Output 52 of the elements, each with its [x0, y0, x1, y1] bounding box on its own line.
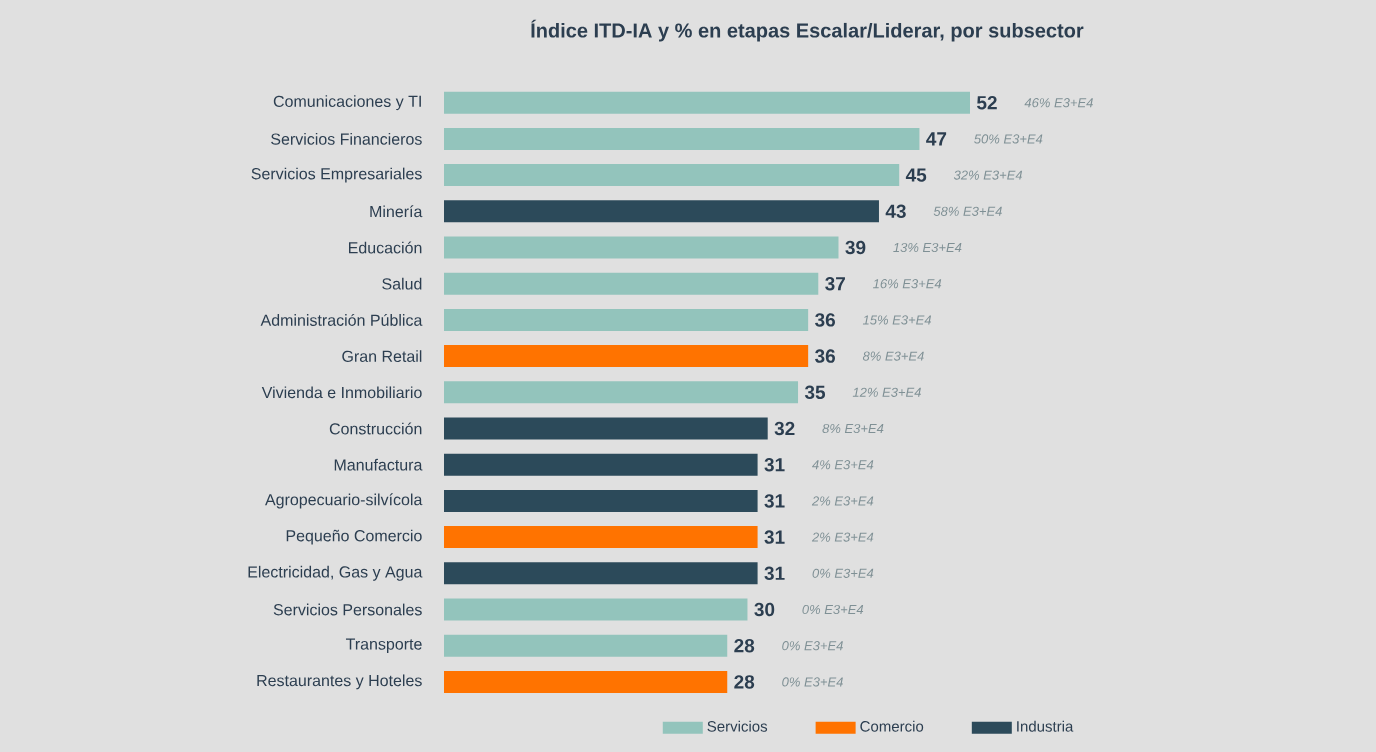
y-tick-label: Servicios Personales: [273, 603, 422, 616]
y-tick-label: Transporte: [345, 638, 422, 653]
data-label: 32: [774, 421, 795, 436]
data-label: 35: [804, 385, 826, 400]
bar: [444, 381, 799, 404]
data-label: 31: [764, 566, 785, 581]
chart-title: Índice ITD-IA y % en etapas Escalar/Liderar, por subsector: [531, 19, 1084, 42]
y-tick-label: Construcción: [329, 422, 422, 435]
y-tick-label: Electricidad, Gas y Agua: [248, 565, 423, 581]
bar: [444, 272, 819, 295]
y-tick-label: Servicios Empresariales: [251, 167, 422, 183]
data-label: 39: [845, 240, 866, 255]
y-tick-label: Vivienda e Inmobiliario: [261, 386, 422, 399]
y-tick-label: Servicios Financieros: [271, 133, 422, 145]
y-tick-label: Comunicaciones y TI: [273, 95, 421, 111]
bar: [444, 91, 970, 114]
y-tick-label: Administración Pública: [260, 313, 423, 326]
data-label: 30: [754, 602, 775, 617]
data-label: 31: [764, 530, 785, 544]
bar: [444, 562, 758, 585]
y-tick-label: Salud: [382, 277, 422, 290]
bar: [444, 164, 900, 187]
bar: [444, 489, 758, 512]
y-tick-label: Manufactura: [334, 458, 423, 471]
y-tick-label: Pequeño Comercio: [286, 529, 422, 545]
bar: [444, 598, 748, 621]
data-label: 43: [885, 204, 906, 219]
data-label: 45: [905, 168, 927, 182]
bar: [444, 526, 758, 549]
bar: [444, 236, 839, 259]
y-tick-label: Minería: [370, 205, 423, 218]
data-label: 31: [764, 457, 785, 472]
bar: [444, 453, 758, 476]
data-label: 36: [815, 349, 836, 363]
bar: [444, 308, 809, 331]
bar: [444, 127, 920, 150]
bar: [444, 417, 768, 440]
data-label: 28: [734, 638, 755, 653]
y-tick-label: Restaurantes y Hoteles: [257, 674, 422, 690]
bar: [444, 345, 809, 368]
bar: [444, 200, 879, 223]
y-tick-label: Gran Retail: [342, 350, 422, 362]
data-label: 37: [825, 276, 845, 291]
y-tick-label: Educación: [349, 241, 422, 254]
data-label: 52: [977, 95, 997, 110]
bar: [444, 634, 728, 657]
data-label: 28: [734, 675, 755, 689]
data-label: 31: [764, 494, 785, 508]
data-label: 47: [926, 132, 947, 146]
data-label: 36: [815, 313, 836, 327]
y-tick-label: Agropecuario-silvícola: [265, 493, 423, 509]
bar: [444, 670, 728, 693]
